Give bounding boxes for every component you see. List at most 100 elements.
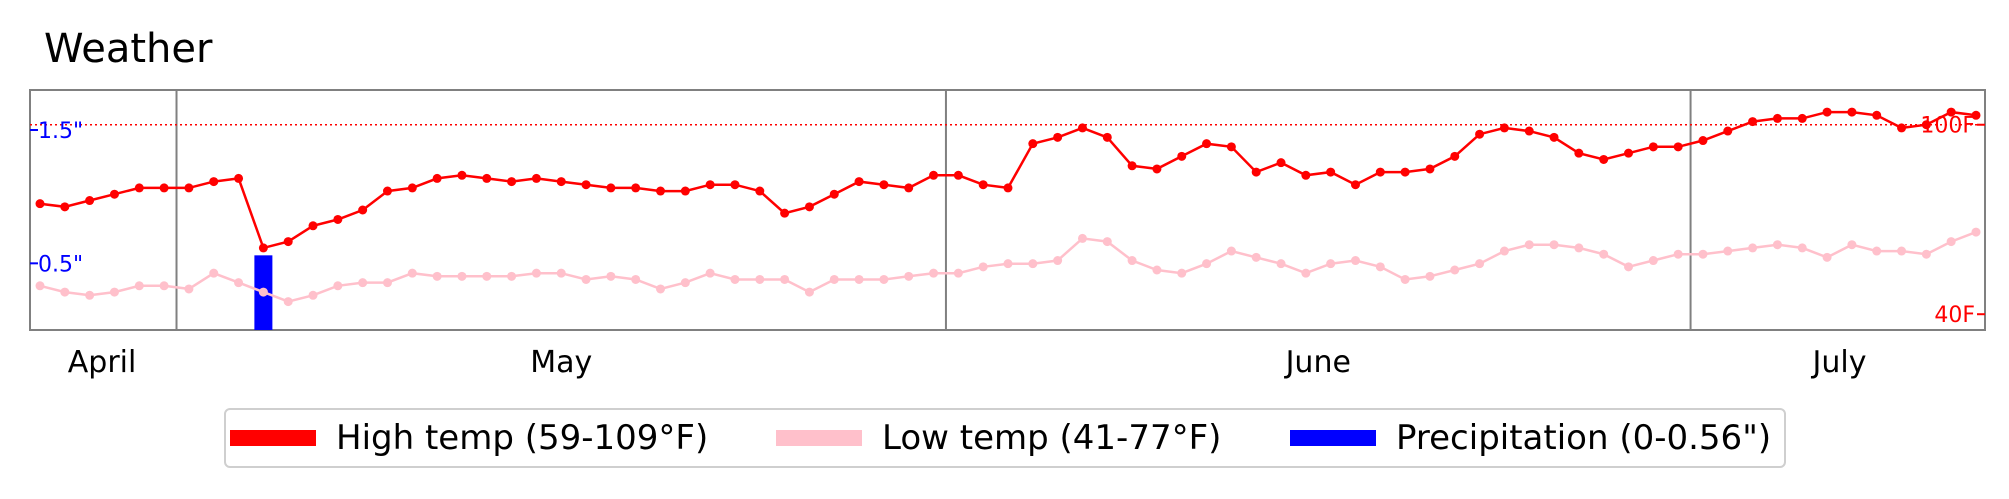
high-temp-point [978, 180, 988, 190]
low-temp-point [1772, 240, 1782, 250]
chart-legend: High temp (59-109°F) Low temp (41-77°F) … [224, 408, 1786, 468]
high-temp-point [606, 183, 616, 193]
low-temp-point [1152, 265, 1162, 275]
high-temp-point [755, 186, 765, 196]
low-temp-point [1375, 262, 1385, 272]
low-temp-point [507, 271, 517, 281]
low-temp-point [1326, 259, 1336, 269]
right-tick-label-1: 40F [1934, 303, 1975, 328]
high-temp-point [1475, 129, 1485, 139]
plot-area: 100F 40F 1.5" 0.5" April May June July [29, 89, 1986, 380]
low-temp-point [1350, 256, 1360, 266]
right-tick-label-0: 100F [1920, 114, 1975, 139]
high-temp-point [358, 205, 368, 215]
high-temp-point [184, 183, 194, 193]
low-temp-point [978, 262, 988, 272]
low-temp-point [1723, 246, 1733, 256]
low-temp-point [1425, 271, 1435, 281]
low-temp-point [60, 287, 70, 297]
low-temp-point [705, 268, 715, 278]
high-temp-point [1326, 167, 1336, 177]
low-temp-point [1748, 243, 1758, 253]
month-label-1: May [530, 345, 592, 380]
low-temp-point [159, 281, 169, 291]
month-label-0: April [68, 345, 137, 380]
high-temp-point [804, 202, 814, 212]
low-temp-point [358, 278, 368, 288]
low-temp-point [1202, 259, 1212, 269]
low-temp-point [85, 290, 95, 300]
legend-swatch-low [776, 430, 862, 446]
high-temp-point [531, 173, 541, 183]
low-temp-point [1301, 268, 1311, 278]
legend-label-precip: Precipitation (0-0.56") [1396, 418, 1772, 458]
high-temp-point [1549, 132, 1559, 142]
high-temp-point [705, 180, 715, 190]
high-temp-line [39, 110, 1977, 250]
high-temp-point [1822, 107, 1832, 117]
high-temp-point [134, 183, 144, 193]
low-temp-point [581, 274, 591, 284]
high-temp-point [1127, 161, 1137, 171]
high-temp-point [1053, 132, 1063, 142]
month-label-3: July [1811, 345, 1867, 380]
high-temp-point [1921, 120, 1931, 130]
high-temp-point [1599, 154, 1609, 164]
high-temp-point [60, 202, 70, 212]
low-temp-point [953, 268, 963, 278]
high-temp-point [1872, 110, 1882, 120]
left-tick-label-1: 0.5" [38, 252, 83, 277]
low-temp-point [1797, 243, 1807, 253]
low-temp-point [1177, 268, 1187, 278]
plot-frame [29, 89, 1986, 331]
high-temp-point [1847, 107, 1857, 117]
high-temp-point [1177, 151, 1187, 161]
low-temp-point [656, 284, 666, 294]
low-temp-point [1077, 233, 1087, 243]
low-temp-point [1872, 246, 1882, 256]
legend-item-high: High temp (59-109°F) [230, 410, 708, 466]
high-temp-point [829, 189, 839, 199]
high-temp-point [1301, 170, 1311, 180]
low-temp-point [234, 278, 244, 288]
low-temp-point [1524, 240, 1534, 250]
legend-label-low: Low temp (41-77°F) [882, 418, 1222, 458]
low-temp-point [531, 268, 541, 278]
high-temp-point [1499, 123, 1509, 133]
low-temp-point [482, 271, 492, 281]
legend-swatch-high [230, 430, 316, 446]
high-temp-point [258, 243, 268, 253]
high-temp-point [1624, 148, 1634, 158]
low-temp-point [1251, 252, 1261, 262]
low-temp-point [755, 274, 765, 284]
high-temp-point [1028, 139, 1038, 149]
high-temp-point [904, 183, 914, 193]
low-temp-point [829, 274, 839, 284]
high-temp-point [1574, 148, 1584, 158]
high-temp-point [159, 183, 169, 193]
low-temp-point [1946, 237, 1956, 247]
low-temp-point [184, 284, 194, 294]
low-temp-point [1599, 249, 1609, 259]
low-temp-point [1127, 256, 1137, 266]
legend-item-precip: Precipitation (0-0.56") [1290, 410, 1771, 466]
high-temp-point [854, 177, 864, 187]
low-temp-point [929, 268, 939, 278]
low-temp-point [1450, 265, 1460, 275]
high-temp-point [85, 196, 95, 206]
chart-title: Weather [44, 26, 213, 72]
high-temp-point [1276, 158, 1286, 168]
high-temp-point [382, 186, 392, 196]
low-temp-point [631, 274, 641, 284]
high-temp-point [407, 183, 417, 193]
low-temp-point [1648, 256, 1658, 266]
legend-label-high: High temp (59-109°F) [336, 418, 709, 458]
high-temp-point [234, 173, 244, 183]
high-temp-point [1077, 123, 1087, 133]
high-temp-point [556, 177, 566, 187]
high-temp-point [283, 237, 293, 247]
low-temp-point [854, 274, 864, 284]
high-temp-point [1723, 126, 1733, 136]
high-temp-point [308, 221, 318, 231]
low-temp-point [1003, 259, 1013, 269]
